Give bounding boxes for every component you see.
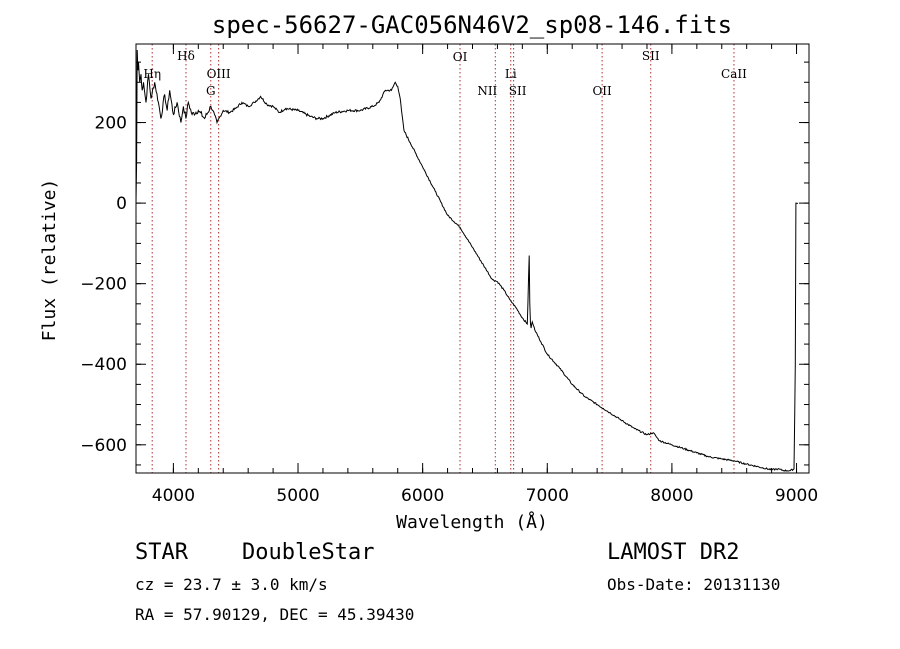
x-tick-label: 9000 bbox=[775, 486, 818, 506]
y-tick-label: −400 bbox=[80, 355, 127, 375]
y-tick-label: 0 bbox=[116, 194, 127, 214]
line-label: NII bbox=[477, 84, 497, 98]
y-tick-label: 200 bbox=[95, 114, 127, 134]
plot-area bbox=[135, 43, 810, 474]
y-axis-label: Flux (relative) bbox=[39, 179, 60, 342]
line-label: OI bbox=[453, 50, 468, 64]
x-tick-label: 7000 bbox=[526, 486, 569, 506]
redshift-cz: cz = 23.7 ± 3.0 km/s bbox=[135, 575, 328, 594]
spectrum-line bbox=[135, 49, 799, 472]
object-class: STAR bbox=[135, 540, 189, 565]
observation-date: Obs-Date: 20131130 bbox=[607, 575, 780, 594]
line-label: CaII bbox=[721, 67, 747, 81]
x-tick-label: 8000 bbox=[650, 486, 693, 506]
object-subclass: DoubleStar bbox=[242, 540, 374, 565]
line-label: SII bbox=[642, 49, 660, 63]
line-label: Hη bbox=[143, 67, 161, 81]
x-tick-label: 6000 bbox=[401, 486, 444, 506]
line-label: OII bbox=[592, 84, 612, 98]
x-tick-label: 5000 bbox=[276, 486, 319, 506]
plot-frame bbox=[135, 43, 810, 474]
chart-title: spec-56627-GAC056N46V2_sp08-146.fits bbox=[212, 11, 732, 39]
axis-ticks: 4000 5000 6000 7000 8000 9000 −600 −400 −200 0 200 bbox=[80, 44, 818, 506]
line-label: Hδ bbox=[177, 49, 195, 63]
line-label: Li bbox=[505, 67, 517, 81]
y-tick-label: −200 bbox=[80, 275, 127, 295]
x-axis-label: Wavelength (Å) bbox=[396, 511, 548, 533]
line-label: SII bbox=[509, 84, 527, 98]
line-label: OIII bbox=[207, 67, 231, 81]
x-tick-label: 4000 bbox=[152, 486, 195, 506]
y-tick-label: −600 bbox=[80, 436, 127, 456]
emission-line-markers: Hη Hδ G OIII OI NII Li SII OII SII CaII bbox=[143, 44, 747, 473]
line-label: G bbox=[206, 84, 216, 98]
survey-name: LAMOST DR2 bbox=[607, 540, 739, 565]
ra-dec-coordinates: RA = 57.90129, DEC = 45.39430 bbox=[135, 605, 414, 624]
